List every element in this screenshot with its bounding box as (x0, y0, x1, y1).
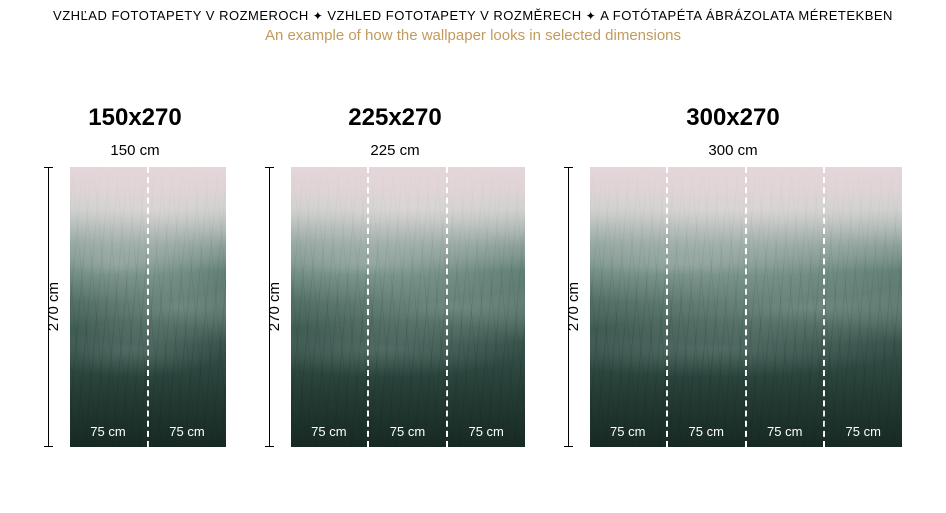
panel-title: 225x270 (348, 104, 441, 132)
strip-width-label: 75 cm (846, 424, 881, 439)
height-dimension-bar (568, 167, 569, 447)
panel-title: 300x270 (686, 104, 779, 132)
title-hu: A FOTÓTAPÉTA ÁBRÁZOLATA MÉRETEKBEN (600, 8, 893, 23)
panel-strip: 75 cm (149, 167, 226, 447)
diagram: 75 cm 75 cm (70, 167, 226, 447)
panel-strip: 75 cm (825, 167, 902, 447)
title-sk: VZHĽAD FOTOTAPETY V ROZMEROCH (53, 8, 309, 23)
header: VZHĽAD FOTOTAPETY V ROZMEROCH ✦ VZHLED F… (0, 0, 946, 44)
size-panel-225x270: 225x270 225 cm 270 cm 75 cm 75 cm 75 cm (266, 104, 525, 447)
panels-row: 150x270 150 cm 270 cm 75 cm 75 cm 225x27… (0, 104, 946, 447)
strip-width-label: 75 cm (169, 424, 204, 439)
diagram-wrap: 270 cm 75 cm 75 cm (45, 167, 226, 447)
wallpaper-preview: 75 cm 75 cm 75 cm 75 cm (590, 167, 902, 447)
panel-strip: 75 cm (668, 167, 747, 447)
sparkle-icon: ✦ (313, 9, 324, 23)
diagram: 75 cm 75 cm 75 cm (291, 167, 525, 447)
height-dimension-bar (269, 167, 270, 447)
panel-strip: 75 cm (291, 167, 370, 447)
strip-width-label: 75 cm (689, 424, 724, 439)
panel-strip: 75 cm (448, 167, 525, 447)
header-subtitle: An example of how the wallpaper looks in… (0, 27, 946, 44)
panel-strip: 75 cm (747, 167, 826, 447)
strip-width-label: 75 cm (610, 424, 645, 439)
title-cz: VZHLED FOTOTAPETY V ROZMĚRECH (327, 8, 581, 23)
panel-strip: 75 cm (369, 167, 448, 447)
size-panel-300x270: 300x270 300 cm 270 cm 75 cm 75 cm 75 cm (565, 104, 902, 447)
strip-width-label: 75 cm (90, 424, 125, 439)
strip-width-label: 75 cm (767, 424, 802, 439)
panel-title: 150x270 (88, 104, 181, 132)
height-dimension-bar (48, 167, 49, 447)
diagram-wrap: 270 cm 75 cm 75 cm 75 cm (266, 167, 525, 447)
diagram-wrap: 270 cm 75 cm 75 cm 75 cm 75 cm (565, 167, 902, 447)
panel-strip: 75 cm (70, 167, 149, 447)
strip-width-label: 75 cm (468, 424, 503, 439)
size-panel-150x270: 150x270 150 cm 270 cm 75 cm 75 cm (45, 104, 226, 447)
diagram: 75 cm 75 cm 75 cm 75 cm (590, 167, 902, 447)
header-multilang-title: VZHĽAD FOTOTAPETY V ROZMEROCH ✦ VZHLED F… (0, 8, 946, 23)
panel-strip: 75 cm (590, 167, 669, 447)
wallpaper-preview: 75 cm 75 cm 75 cm (291, 167, 525, 447)
strip-width-label: 75 cm (311, 424, 346, 439)
strip-width-label: 75 cm (390, 424, 425, 439)
width-label: 225 cm (370, 142, 419, 159)
wallpaper-preview: 75 cm 75 cm (70, 167, 226, 447)
sparkle-icon: ✦ (586, 9, 597, 23)
width-label: 150 cm (110, 142, 159, 159)
width-label: 300 cm (708, 142, 757, 159)
